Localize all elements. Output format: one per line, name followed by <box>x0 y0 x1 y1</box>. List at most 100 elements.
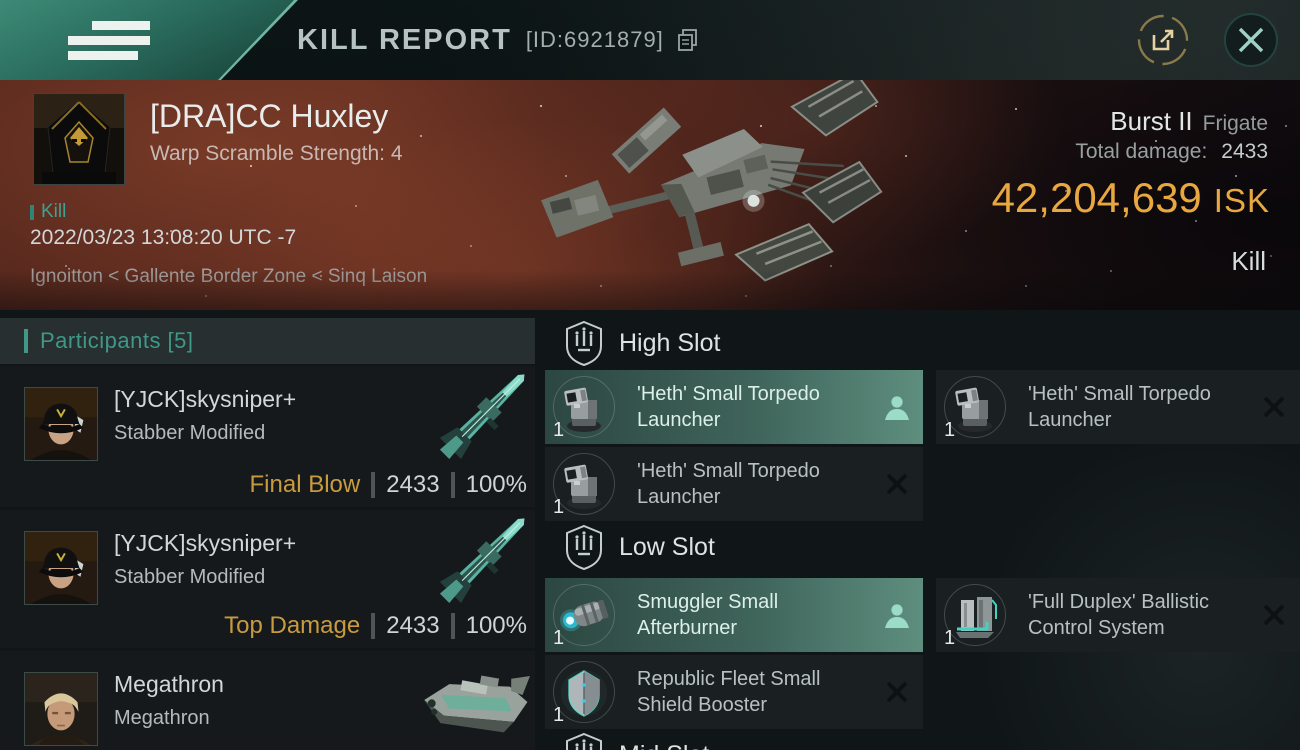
participant-portrait <box>24 672 98 746</box>
stats-separator <box>450 472 455 498</box>
participant-row[interactable]: Megathron Megathron <box>0 651 535 750</box>
item-quantity: 1 <box>553 627 565 649</box>
item-quantity: 1 <box>944 419 956 441</box>
damage-percent: 100% <box>465 471 527 498</box>
page-title: KILL REPORT <box>297 23 512 56</box>
final-blow-label: Final Blow <box>249 471 361 498</box>
ballistic-control-icon <box>948 588 1002 642</box>
participant-ship: Megathron <box>114 707 210 729</box>
close-button[interactable] <box>1223 12 1279 68</box>
report-body: Participants [5] [YJCK]skysniper+ Stabbe… <box>0 310 1300 750</box>
slot-shield-icon <box>565 524 603 570</box>
fitting-item-row[interactable]: 1 'Full Duplex' Ballistic Control System <box>936 578 1300 652</box>
participant-portrait <box>24 531 98 605</box>
starfield <box>0 80 2 82</box>
damage-percent: 100% <box>465 612 527 639</box>
shield-booster-icon <box>557 665 611 719</box>
kill-tag: Kill <box>30 201 66 223</box>
fitting-item-row[interactable]: 1 'Heth' Small Torpedo Launcher <box>545 447 923 521</box>
stats-separator <box>371 613 376 639</box>
participant-ship-image <box>431 368 531 476</box>
participant-ship-image <box>431 512 531 620</box>
participant-ship: Stabber Modified <box>114 422 266 444</box>
damage-value: 2433 <box>386 471 440 498</box>
item-name: 'Heth' Small Torpedo Launcher <box>637 460 820 508</box>
item-icon-ring <box>944 376 1006 438</box>
close-icon <box>1224 13 1278 67</box>
isk-value: 42,204,639 ISK <box>991 174 1270 221</box>
share-icon <box>1137 14 1189 66</box>
low-slot-label: Low Slot <box>619 532 715 561</box>
victim-avatar <box>34 94 124 184</box>
item-name: Smuggler Small Afterburner <box>637 591 779 639</box>
kill-banner: [DRA]CC Huxley Warp Scramble Strength: 4… <box>0 80 1300 310</box>
victim-ship-render <box>541 80 883 282</box>
kill-tag-tick <box>30 204 34 220</box>
attacker-person-icon <box>883 393 911 421</box>
fitting-item-row[interactable]: 1 'Heth' Small Torpedo Launcher <box>545 370 923 444</box>
remove-x-icon[interactable] <box>883 470 911 498</box>
remove-x-icon[interactable] <box>1260 393 1288 421</box>
participant-ship-image <box>421 653 531 748</box>
participant-avatar <box>25 673 97 745</box>
participant-portrait <box>24 387 98 461</box>
torpedo-launcher-icon <box>557 380 611 434</box>
participants-header: Participants [5] <box>0 318 535 364</box>
participants-tick <box>24 329 28 353</box>
remove-x-icon[interactable] <box>1260 601 1288 629</box>
victim-ship-name: Burst II Frigate <box>1110 106 1268 136</box>
participants-title: Participants [5] <box>40 328 194 353</box>
participant-stats: Top Damage 2433 100% <box>224 612 527 640</box>
fitting-item-row[interactable]: 1 Smuggler Small Afterburner <box>545 578 923 652</box>
kill-result-label: Kill <box>1231 246 1266 276</box>
item-icon-ring <box>553 584 615 646</box>
kill-timestamp: 2022/03/23 13:08:20 UTC -7 <box>30 226 297 249</box>
torpedo-launcher-icon <box>948 380 1002 434</box>
remove-x-icon[interactable] <box>883 678 911 706</box>
participant-name: [YJCK]skysniper+ <box>114 530 297 556</box>
total-damage: Total damage: 2433 <box>1075 140 1268 163</box>
report-id: [ID:6921879] <box>525 27 664 52</box>
damage-value: 2433 <box>386 612 440 639</box>
item-icon-ring <box>553 376 615 438</box>
item-quantity: 1 <box>553 419 565 441</box>
stats-separator <box>371 472 376 498</box>
participant-avatar <box>25 532 97 604</box>
item-quantity: 1 <box>553 496 565 518</box>
item-icon-ring <box>553 453 615 515</box>
fitting-item-row[interactable]: 1 'Heth' Small Torpedo Launcher <box>936 370 1300 444</box>
participant-row[interactable]: [YJCK]skysniper+ Stabber Modified Top Da… <box>0 510 535 648</box>
attacker-person-icon <box>883 601 911 629</box>
item-name: 'Heth' Small Torpedo Launcher <box>637 383 820 431</box>
mid-slot-header: Mid Slot <box>545 730 1300 750</box>
victim-portrait[interactable] <box>33 93 125 185</box>
menu-icon[interactable] <box>68 21 150 60</box>
top-damage-label: Top Damage <box>224 612 361 639</box>
stats-separator <box>450 613 455 639</box>
high-slot-header: High Slot <box>545 318 1300 368</box>
participant-stats: Final Blow 2433 100% <box>249 471 527 499</box>
copy-icon[interactable] <box>677 29 698 51</box>
victim-ship-class: Frigate <box>1202 112 1268 135</box>
item-name: 'Heth' Small Torpedo Launcher <box>1028 383 1211 431</box>
isk-unit: ISK <box>1213 182 1270 219</box>
item-quantity: 1 <box>944 627 956 649</box>
warp-scramble-strength: Warp Scramble Strength: 4 <box>150 142 403 165</box>
item-icon-ring <box>553 661 615 723</box>
afterburner-icon <box>557 588 611 642</box>
participant-name: [YJCK]skysniper+ <box>114 386 297 412</box>
top-bar: KILL REPORT [ID:6921879] <box>0 0 1300 80</box>
item-icon-ring <box>944 584 1006 646</box>
participant-row[interactable]: [YJCK]skysniper+ Stabber Modified Final … <box>0 366 535 507</box>
total-damage-value: 2433 <box>1221 140 1268 163</box>
slot-shield-icon <box>565 320 603 366</box>
participant-ship: Stabber Modified <box>114 566 266 588</box>
kill-location: Ignoitton < Gallente Border Zone < Sinq … <box>30 266 428 287</box>
mid-slot-label: Mid Slot <box>619 741 709 750</box>
fitting-item-row[interactable]: 1 Republic Fleet Small Shield Booster <box>545 655 923 729</box>
item-name: 'Full Duplex' Ballistic Control System <box>1028 591 1210 639</box>
share-button[interactable] <box>1135 12 1191 68</box>
high-slot-label: High Slot <box>619 328 721 357</box>
victim-name: [DRA]CC Huxley <box>150 98 389 134</box>
